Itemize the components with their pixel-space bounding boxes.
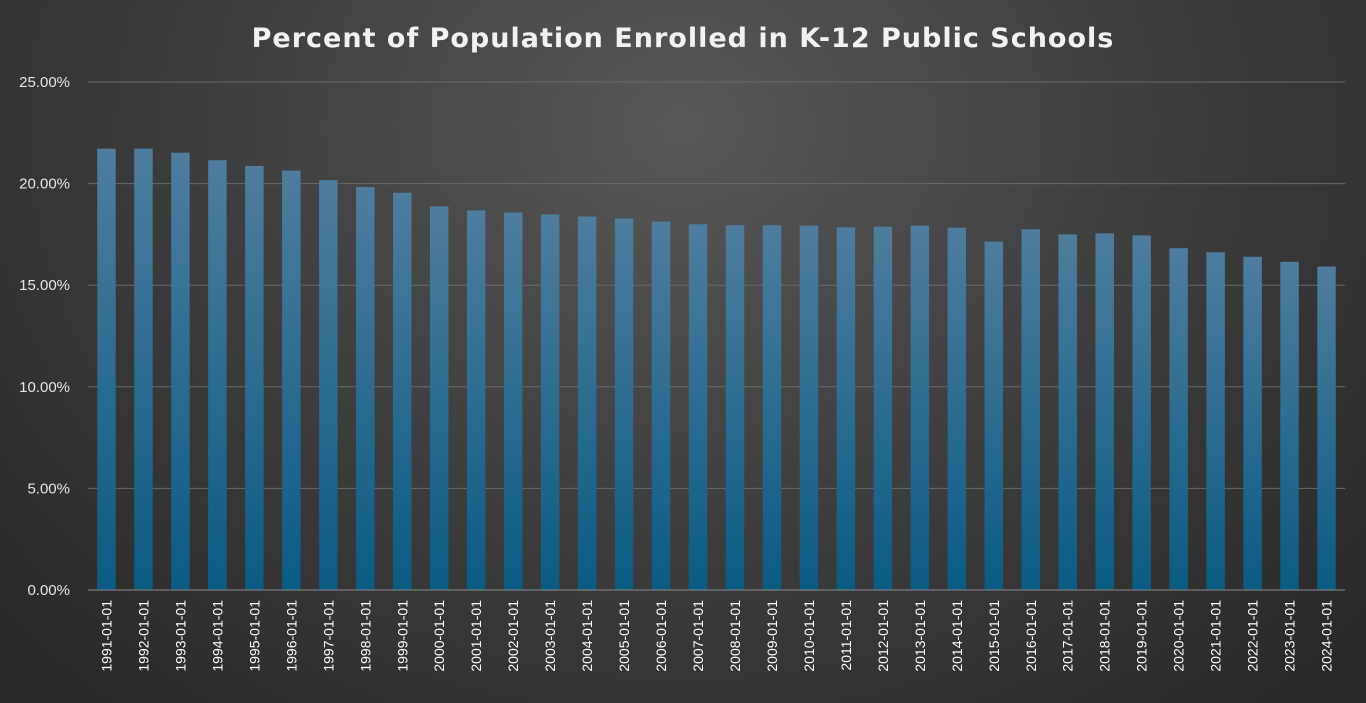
x-tick-label: 2010-01-01 — [801, 600, 817, 672]
bar — [245, 165, 264, 590]
bar — [1132, 235, 1151, 590]
x-tick-label: 2001-01-01 — [468, 600, 484, 672]
x-tick-label: 1995-01-01 — [246, 600, 262, 672]
x-tick-label: 1992-01-01 — [135, 600, 151, 672]
bar — [577, 216, 597, 590]
x-tick-label: 2016-01-01 — [1023, 600, 1039, 672]
bar — [799, 225, 819, 590]
x-tick-label: 2008-01-01 — [727, 600, 743, 672]
bar — [1021, 229, 1040, 590]
bar — [614, 218, 634, 590]
x-tick-label: 2020-01-01 — [1171, 600, 1187, 672]
x-tick-label: 2017-01-01 — [1060, 600, 1076, 672]
x-tick-label: 2009-01-01 — [764, 600, 780, 672]
x-tick-label: 1996-01-01 — [283, 600, 299, 672]
chart-title: Percent of Population Enrolled in K-12 P… — [252, 23, 1115, 54]
x-tick-label: 1993-01-01 — [172, 600, 188, 672]
x-tick-label: 2012-01-01 — [875, 600, 891, 672]
bar — [1317, 266, 1336, 590]
bar — [97, 148, 116, 590]
x-tick-label: 2015-01-01 — [986, 600, 1002, 672]
bar — [1169, 248, 1188, 591]
x-tick-label: 2014-01-01 — [949, 600, 965, 672]
bar — [1058, 234, 1077, 590]
bar — [466, 210, 486, 590]
bar — [1206, 252, 1225, 590]
bars — [97, 148, 1336, 591]
bar — [356, 187, 375, 591]
bar — [1095, 233, 1114, 590]
x-tick-label: 2023-01-01 — [1282, 600, 1298, 672]
bar — [393, 192, 412, 590]
bar — [319, 180, 338, 590]
x-tick-label: 1999-01-01 — [394, 600, 410, 672]
y-tick-label: 5.00% — [27, 480, 70, 497]
bar — [171, 152, 190, 590]
x-tick-label: 1994-01-01 — [209, 600, 225, 672]
x-axis: 1991-01-01 1992-01-01 1993-01-01 1994-01-01… — [88, 589, 1345, 672]
x-tick-label: 2005-01-01 — [616, 600, 632, 672]
x-tick-label: 2024-01-01 — [1319, 600, 1335, 672]
bar — [725, 225, 745, 591]
bar — [651, 221, 671, 591]
x-tick-label: 2013-01-01 — [912, 600, 928, 672]
bar — [836, 227, 856, 590]
x-tick-label: 2000-01-01 — [431, 600, 447, 672]
x-tick-label: 2022-01-01 — [1245, 600, 1261, 672]
x-tick-label: 1998-01-01 — [357, 600, 373, 672]
x-tick-label: 2004-01-01 — [579, 600, 595, 672]
bar — [762, 225, 782, 591]
bar — [984, 241, 1004, 590]
bar — [540, 214, 560, 591]
x-tick-label: 2003-01-01 — [542, 600, 558, 672]
y-tick-label: 25.00% — [19, 74, 70, 91]
bar — [910, 225, 930, 590]
bar — [429, 206, 449, 590]
x-tick-label: 2006-01-01 — [653, 600, 669, 672]
bar — [282, 170, 301, 590]
x-tick-label: 2019-01-01 — [1134, 600, 1150, 672]
x-tick-label: 2018-01-01 — [1097, 600, 1113, 672]
y-tick-label: 0.00% — [27, 582, 70, 599]
bar — [503, 212, 523, 590]
x-tick-label: 1997-01-01 — [320, 600, 336, 672]
y-tick-label: 20.00% — [19, 176, 70, 193]
bar — [947, 227, 967, 590]
y-axis: 0.00% 5.00% 10.00% 15.00% 20.00% 25.00% — [19, 74, 70, 599]
bar — [688, 224, 708, 591]
bar — [873, 226, 893, 590]
x-tick-label: 2007-01-01 — [690, 600, 706, 672]
x-tick-label: 2021-01-01 — [1208, 600, 1224, 672]
bar — [134, 148, 153, 590]
bar — [1280, 261, 1299, 590]
gridlines — [88, 81, 1345, 591]
y-tick-label: 15.00% — [19, 277, 70, 294]
bar — [208, 160, 227, 590]
x-tick-label: 2002-01-01 — [505, 600, 521, 672]
x-tick-label: 2011-01-01 — [838, 600, 854, 671]
x-tick-label: 1991-01-01 — [98, 600, 114, 672]
y-tick-label: 10.00% — [19, 379, 70, 396]
bar — [1243, 256, 1262, 590]
